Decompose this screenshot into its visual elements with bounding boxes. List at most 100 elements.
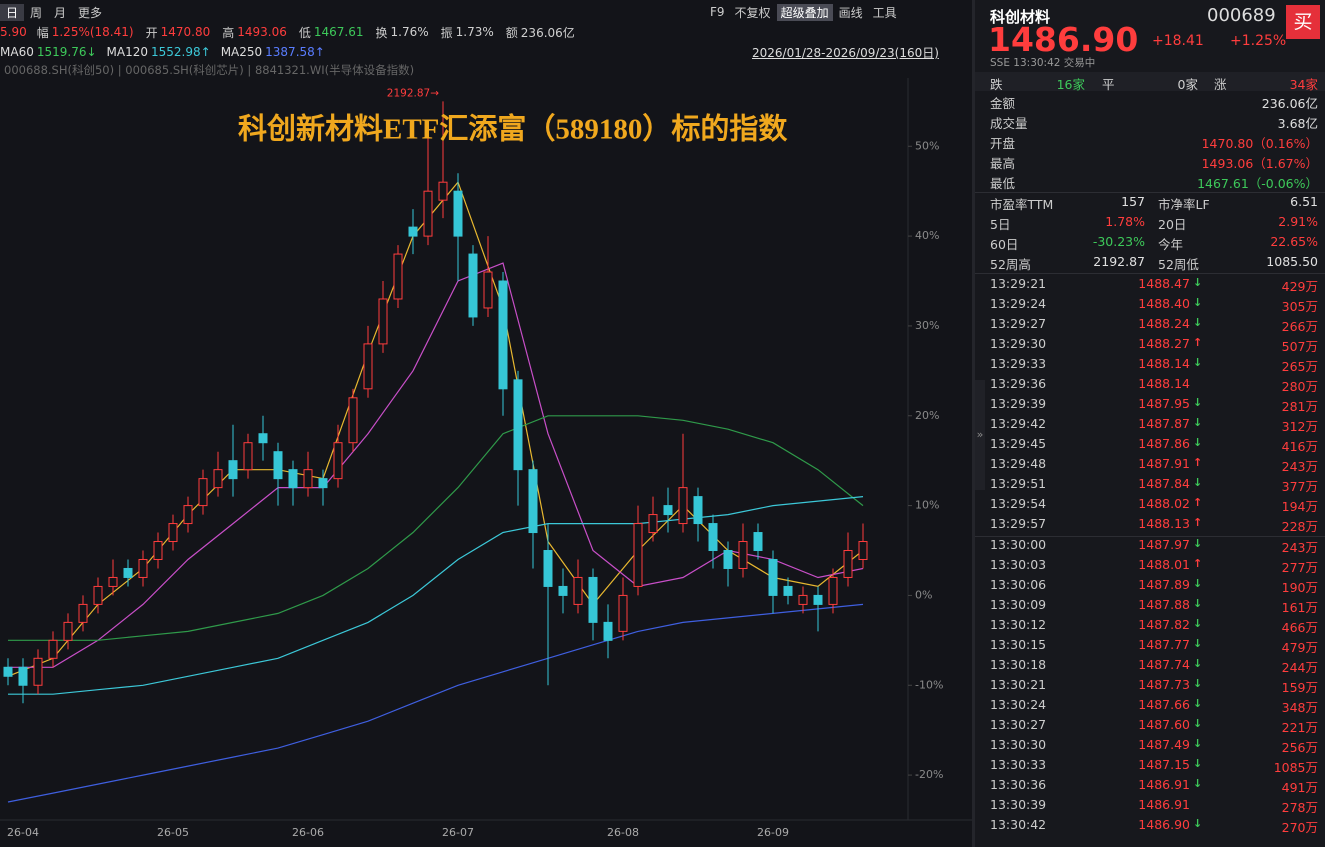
candle-body: [798, 594, 808, 605]
candle-body: [828, 576, 838, 605]
trade-arrow: ↓: [1193, 777, 1203, 790]
stat-label: 开盘: [990, 136, 1016, 151]
candle-body: [603, 621, 613, 641]
trade-arrow: ↑: [1193, 336, 1203, 349]
y-tick-label: 40%: [915, 229, 939, 242]
quote-lead: 5.90: [0, 25, 27, 39]
trade-time: 13:30:36: [990, 777, 1047, 792]
candle-body: [813, 594, 823, 605]
trade-arrow: ↓: [1193, 276, 1203, 289]
x-tick-label: 26-06: [292, 826, 324, 839]
period-button[interactable]: 周: [30, 5, 43, 20]
ma-name: MA60: [0, 44, 34, 59]
x-tick-label: 26-04: [7, 826, 39, 839]
trade-price: 1488.24: [1138, 316, 1190, 331]
candle-body: [18, 666, 28, 686]
trade-volume: 1085万: [1273, 760, 1318, 775]
candle-body: [783, 585, 793, 596]
tool-bar: F9 不复权 超级叠加 画线 工具: [706, 2, 903, 22]
change-pct: +1.25%: [1230, 33, 1287, 49]
candle-body: [213, 469, 223, 489]
candle-body: [63, 621, 73, 641]
candle-body: [483, 271, 493, 309]
trade-time: 13:29:51: [990, 476, 1047, 491]
trade-volume: 265万: [1281, 359, 1318, 374]
quote-value: 236.06亿: [520, 25, 575, 40]
trade-volume: 491万: [1281, 780, 1318, 795]
candle-body: [513, 379, 523, 471]
trade-time: 13:30:21: [990, 677, 1047, 692]
tool-button[interactable]: 画线: [838, 5, 863, 20]
buy-button[interactable]: 买: [1286, 5, 1320, 39]
trade-volume: 348万: [1281, 700, 1318, 715]
trade-time: 13:30:09: [990, 597, 1047, 612]
separator: [975, 192, 1325, 193]
quote-value: 1470.80: [160, 25, 211, 39]
metric-label: 市盈率TTM: [990, 197, 1054, 212]
tool-button[interactable]: 工具: [872, 5, 897, 20]
metric-value: 2.91%: [1278, 214, 1318, 229]
ma-value: 1387.58↑: [265, 44, 325, 59]
tool-button[interactable]: 超级叠加: [776, 3, 833, 21]
trade-arrow: ↓: [1193, 577, 1203, 590]
trade-price: 1487.73: [1138, 677, 1190, 692]
trade-price: 1488.47: [1138, 276, 1190, 291]
candle-body: [273, 451, 283, 480]
trade-arrow: ↓: [1193, 657, 1203, 670]
metric-value: 1085.50: [1266, 254, 1318, 269]
candle-body: [528, 469, 538, 534]
trade-price: 1487.86: [1138, 436, 1190, 451]
trade-arrow: ↓: [1193, 597, 1203, 610]
breadth-label: 平: [1102, 77, 1115, 92]
candle-body: [303, 469, 313, 489]
metric-label: 60日: [990, 237, 1019, 252]
trade-time: 13:29:54: [990, 496, 1047, 511]
quote-value: 1.76%: [390, 25, 429, 39]
collapse-handle[interactable]: »: [975, 380, 985, 490]
x-tick-label: 26-08: [607, 826, 639, 839]
trade-time: 13:29:42: [990, 416, 1047, 431]
candle-body: [153, 541, 163, 560]
trade-time: 13:30:12: [990, 617, 1047, 632]
trade-volume: 244万: [1281, 660, 1318, 675]
period-button[interactable]: 月: [54, 5, 67, 20]
tool-button[interactable]: 不复权: [734, 5, 771, 20]
tool-button[interactable]: F9: [710, 5, 725, 19]
trade-price: 1487.82: [1138, 617, 1190, 632]
trade-time: 13:30:00: [990, 537, 1047, 552]
metric-value: 157: [1121, 194, 1145, 209]
trade-price: 1487.95: [1138, 396, 1190, 411]
candle-body: [168, 523, 178, 543]
candle-body: [693, 496, 703, 525]
metric-value: 2192.87: [1093, 254, 1145, 269]
candle-body: [648, 514, 658, 534]
stock-name: 科创材料: [990, 8, 1051, 26]
y-tick-label: 10%: [915, 499, 939, 512]
metric-value: 22.65%: [1270, 234, 1318, 249]
trade-price: 1487.74: [1138, 657, 1190, 672]
trade-time: 13:29:57: [990, 516, 1047, 531]
trade-volume: 305万: [1281, 299, 1318, 314]
ma-name: MA120: [106, 44, 148, 59]
period-button[interactable]: 日: [0, 3, 25, 21]
candle-body: [468, 253, 478, 318]
trade-time: 13:30:27: [990, 717, 1047, 732]
price: 1486.90: [988, 20, 1139, 59]
ma-line: [8, 415, 864, 641]
stat-value: 236.06亿: [1261, 96, 1318, 111]
candle-body: [453, 190, 463, 237]
trade-price: 1486.91: [1138, 797, 1190, 812]
trade-price: 1488.14: [1138, 356, 1190, 371]
trade-volume: 161万: [1281, 600, 1318, 615]
quote-value: 1493.06: [237, 25, 287, 39]
ma-value: 1519.76↓: [36, 44, 97, 59]
trade-volume: 280万: [1281, 379, 1318, 394]
period-button[interactable]: 更多: [78, 5, 103, 20]
candle-body: [678, 487, 688, 525]
candle-body: [633, 523, 643, 587]
ma-line: [7, 181, 864, 677]
metric-label: 市净率LF: [1158, 197, 1210, 212]
trade-volume: 416万: [1281, 439, 1318, 454]
candle-body: [408, 226, 418, 237]
